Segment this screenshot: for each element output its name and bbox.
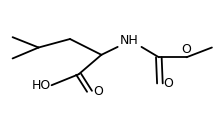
Text: O: O bbox=[182, 43, 191, 56]
Text: O: O bbox=[93, 85, 103, 98]
Text: HO: HO bbox=[31, 79, 51, 92]
Text: NH: NH bbox=[120, 34, 139, 47]
Text: O: O bbox=[163, 77, 173, 90]
